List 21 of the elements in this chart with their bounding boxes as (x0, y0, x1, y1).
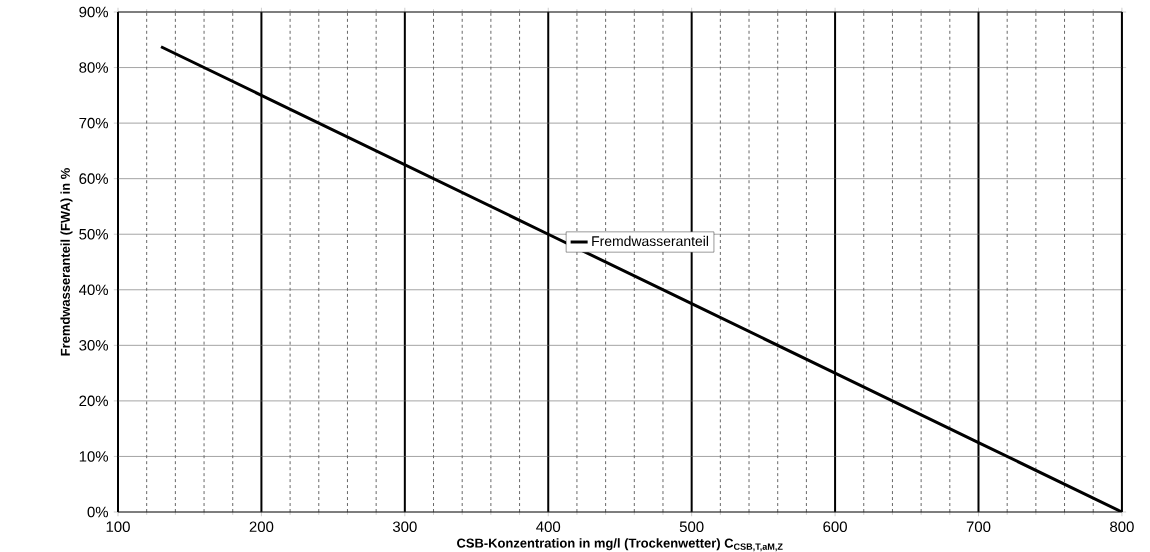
y-tick-label: 50% (79, 228, 109, 240)
x-tick-label: 400 (536, 521, 561, 533)
y-tick-label: 0% (87, 506, 109, 518)
y-tick-label: 90% (79, 6, 109, 18)
legend-label: Fremdwasseranteil (592, 235, 708, 247)
y-tick-label: 10% (79, 451, 109, 462)
x-tick-label: 500 (679, 521, 704, 533)
x-tick-label: 800 (1110, 521, 1134, 533)
y-tick-label: 70% (79, 117, 109, 129)
y-tick-label: 30% (79, 340, 109, 351)
y-tick-label: 80% (79, 62, 109, 73)
x-tick-label: 300 (392, 521, 417, 533)
y-tick-label: 40% (79, 284, 109, 296)
x-tick-label: 600 (823, 521, 847, 533)
x-tick-label: 100 (106, 521, 130, 533)
x-axis-title: CSB-Konzentration in mg/l (Trockenwetter) C$_{CSB,T,aM,Z}$ (457, 538, 783, 552)
y-axis-title: Fremdwasseranteil (FWA) in % (60, 168, 73, 356)
y-tick-label: 20% (79, 395, 109, 407)
x-tick-label: 200 (249, 521, 274, 533)
y-tick-label: 60% (79, 173, 109, 184)
x-tick-label: 700 (966, 521, 991, 533)
